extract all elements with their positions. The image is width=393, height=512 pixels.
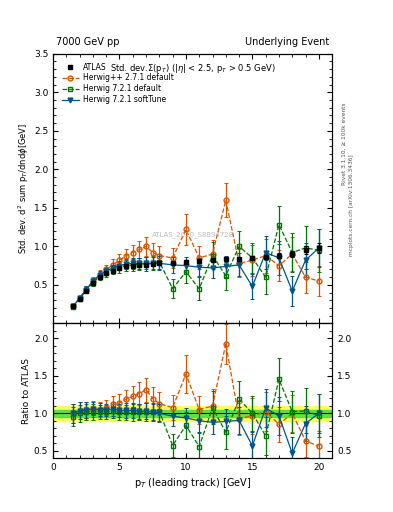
Bar [53,406,332,421]
Text: Rivet 3.1.10, ≥ 100k events: Rivet 3.1.10, ≥ 100k events [342,102,346,185]
Legend: ATLAS, Herwig++ 2.7.1 default, Herwig 7.2.1 default, Herwig 7.2.1 softTune: ATLAS, Herwig++ 2.7.1 default, Herwig 7.… [60,60,176,106]
Text: mcplots.cern.ch [arXiv:1306.3436]: mcplots.cern.ch [arXiv:1306.3436] [349,154,354,255]
Text: ATLAS_2010_S8894728: ATLAS_2010_S8894728 [152,231,233,238]
Text: Std. dev.$\Sigma$(p$_T$) (|$\eta$| < 2.5, p$_T$ > 0.5 GeV): Std. dev.$\Sigma$(p$_T$) (|$\eta$| < 2.5… [110,62,275,75]
Bar [53,410,332,417]
Y-axis label: Ratio to ATLAS: Ratio to ATLAS [22,358,31,424]
Text: 7000 GeV pp: 7000 GeV pp [56,37,119,47]
X-axis label: p$_T$ (leading track) [GeV]: p$_T$ (leading track) [GeV] [134,476,251,490]
Y-axis label: Std. dev. d$^2$ sum p$_T$/dnd$\phi$[GeV]: Std. dev. d$^2$ sum p$_T$/dnd$\phi$[GeV] [17,123,31,254]
Text: Underlying Event: Underlying Event [245,37,329,47]
